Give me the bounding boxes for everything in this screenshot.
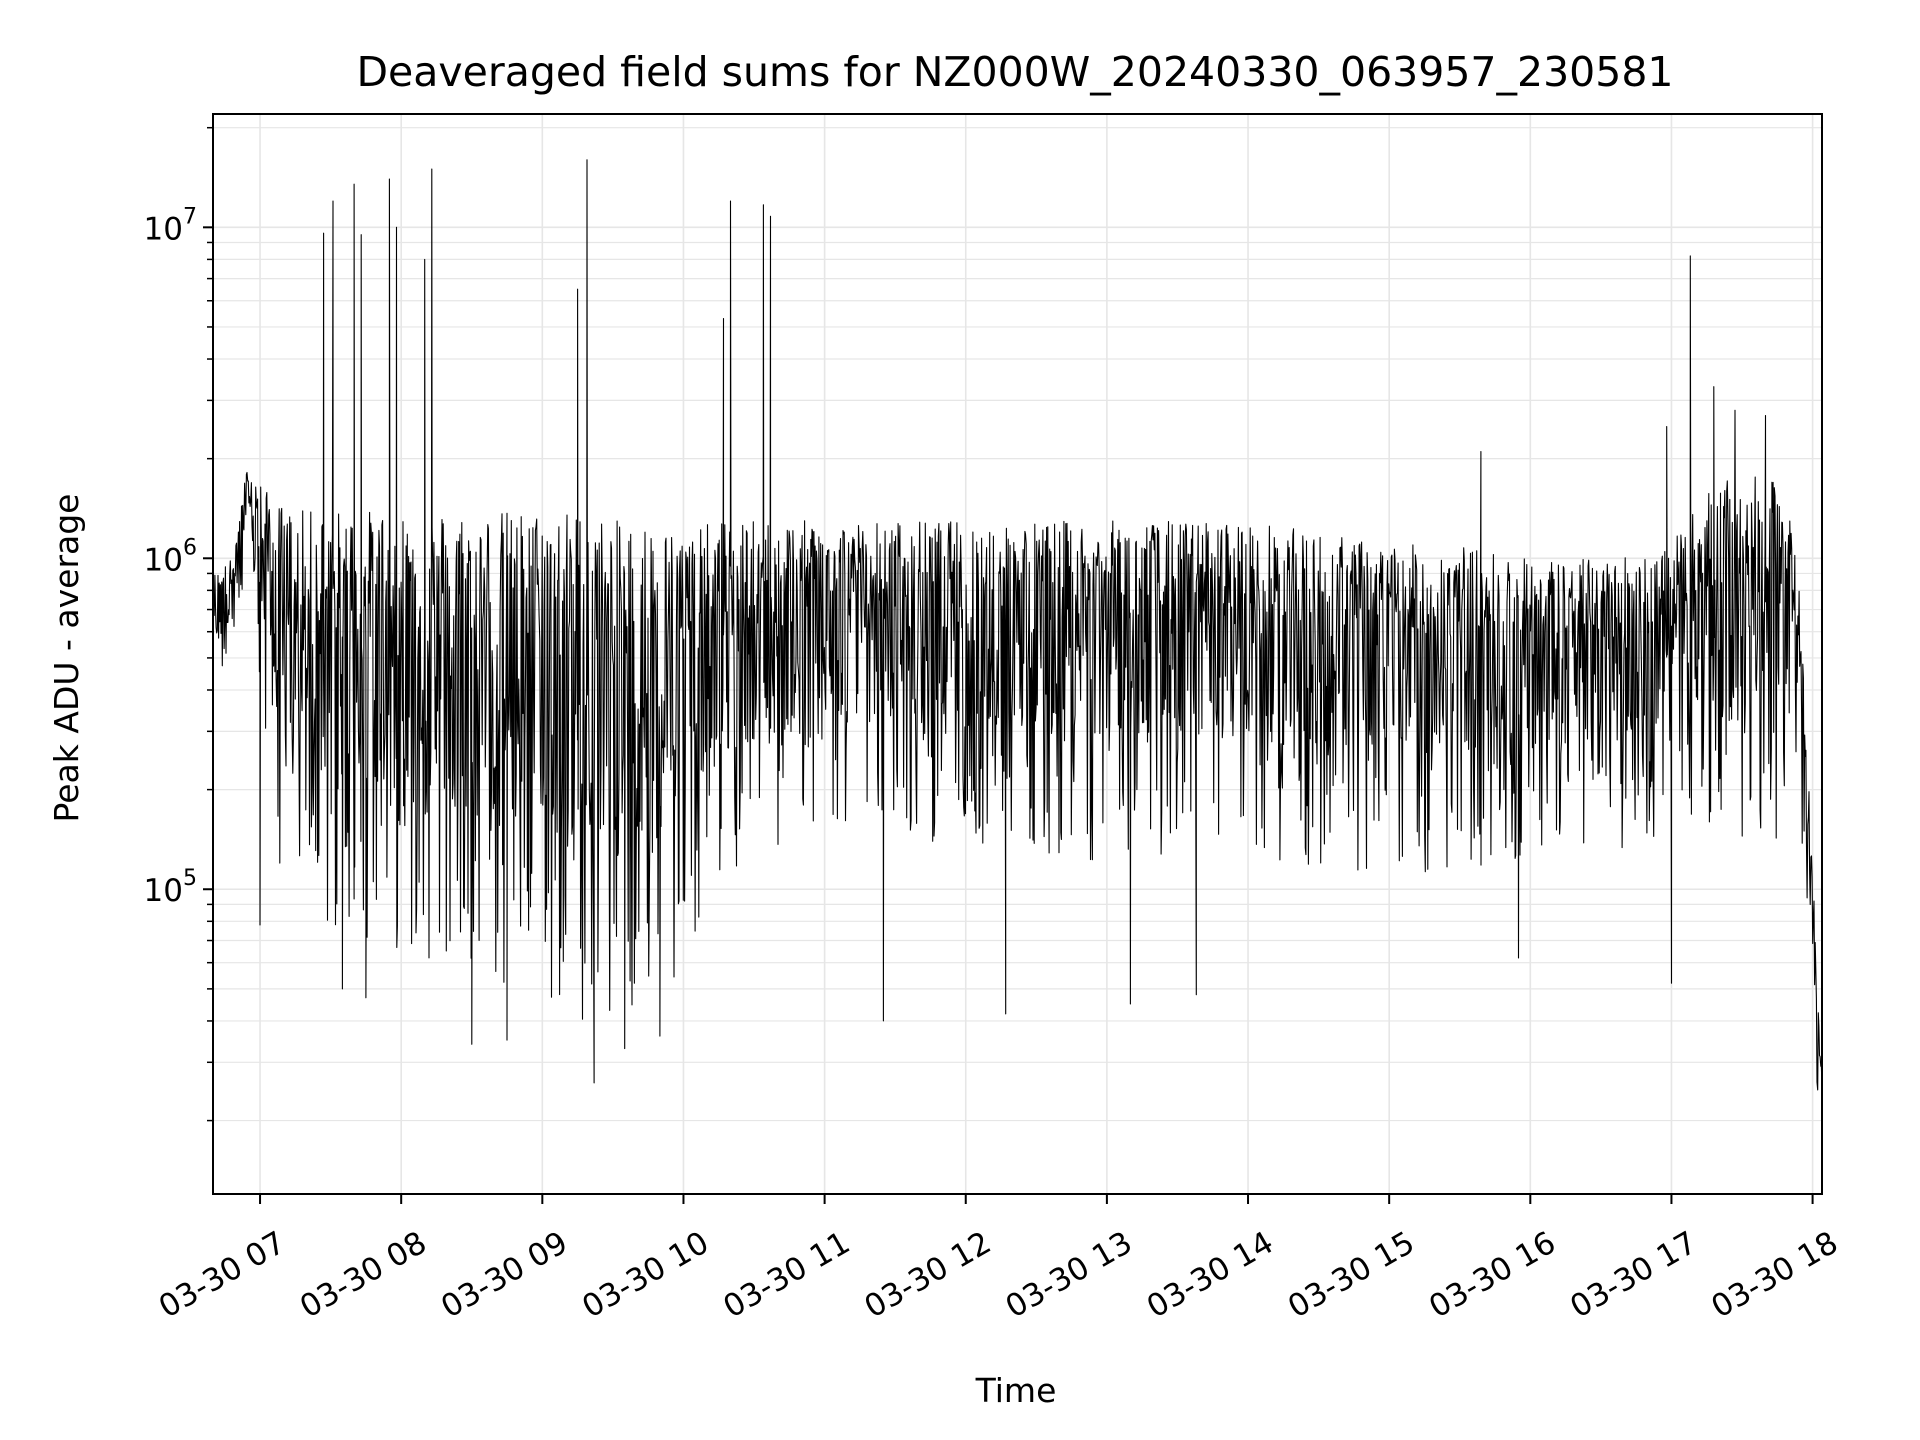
series-line [212,159,1823,1091]
y-tick-label: 107 [144,204,197,247]
y-tick-label: 105 [144,866,197,909]
y-tick-base: 10 [144,542,183,578]
y-tick-exponent: 6 [183,535,197,560]
y-tick-label: 106 [144,535,197,578]
y-tick-base: 10 [144,211,183,247]
plot-frame [212,113,1823,1195]
series [212,159,1823,1091]
chart-title: Deaveraged field sums for NZ000W_2024033… [356,48,1673,96]
y-tick-exponent: 5 [183,866,197,891]
y-axis-label: Peak ADU - average [47,494,86,823]
x-axis-label: Time [975,1371,1057,1410]
y-tick-exponent: 7 [183,204,197,229]
y-tick-base: 10 [144,873,183,909]
